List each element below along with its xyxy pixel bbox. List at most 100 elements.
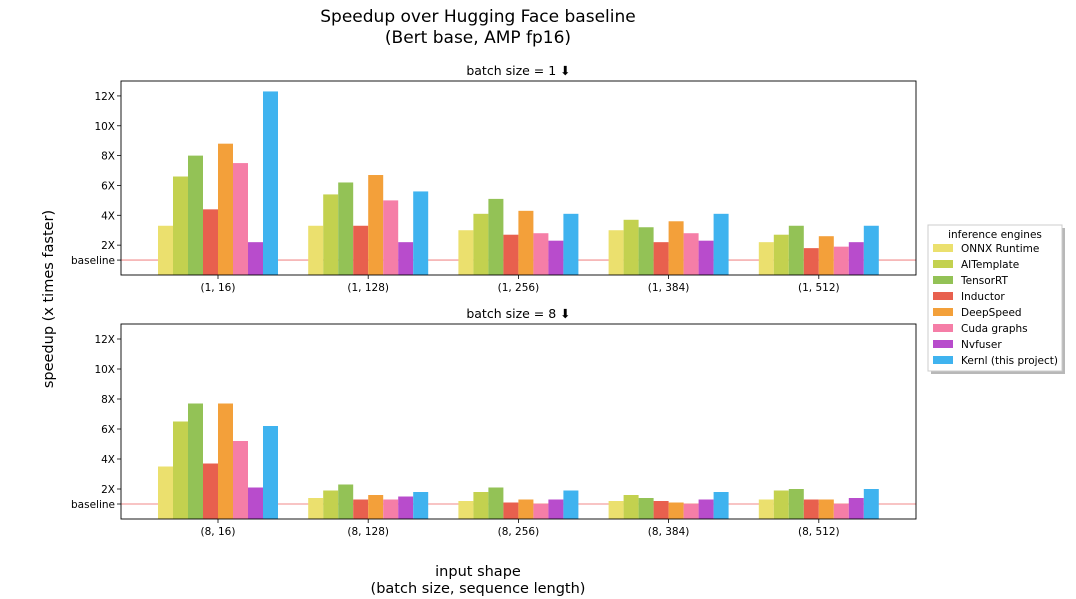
x-tick-label: (8, 384) xyxy=(648,526,690,538)
x-tick-label: (1, 16) xyxy=(201,282,236,294)
bar-cuda-graphs-1 xyxy=(233,163,248,275)
bar-nvfuser-4 xyxy=(698,240,714,275)
figure-title-line2: (Bert base, AMP fp16) xyxy=(385,28,571,48)
bar-kernl-this-project-4 xyxy=(713,213,729,275)
y-tick-label: 4X xyxy=(101,454,115,466)
bar-kernl-this-project-3 xyxy=(563,490,579,519)
x-tick-label: (8, 512) xyxy=(798,526,840,538)
bar-tensorrt-1 xyxy=(188,155,203,275)
x-tick-label: (8, 128) xyxy=(347,526,389,538)
bar-cuda-graphs-2 xyxy=(383,499,399,519)
bar-deepspeed-2 xyxy=(368,495,384,519)
bar-tensorrt-2 xyxy=(338,484,354,519)
bar-aitemplate-1 xyxy=(173,421,188,519)
subplot-title: batch size = 8 ⬇ xyxy=(466,306,570,321)
legend-swatch-aitemplate xyxy=(933,260,953,268)
bar-inductor-4 xyxy=(653,242,669,275)
bar-cuda-graphs-2 xyxy=(383,200,399,275)
x-tick-label: (1, 256) xyxy=(498,282,540,294)
bar-nvfuser-2 xyxy=(398,496,414,519)
bar-aitemplate-5 xyxy=(773,234,789,275)
bar-cuda-graphs-1 xyxy=(233,441,248,519)
bar-tensorrt-5 xyxy=(788,489,804,519)
y-tick-label: 6X xyxy=(101,424,115,436)
legend-swatch-deepspeed xyxy=(933,308,953,316)
bar-kernl-this-project-1 xyxy=(263,91,278,275)
x-tick-label: (1, 512) xyxy=(798,282,840,294)
legend-swatch-onnx-runtime xyxy=(933,244,953,252)
bar-onnx-runtime-3 xyxy=(458,230,474,275)
bar-nvfuser-3 xyxy=(548,499,564,519)
x-tick-label: (8, 16) xyxy=(201,526,236,538)
bar-cuda-graphs-3 xyxy=(533,504,549,519)
legend-label-onnx-runtime: ONNX Runtime xyxy=(961,243,1039,255)
y-tick-label: 12X xyxy=(94,334,115,346)
bar-kernl-this-project-2 xyxy=(413,492,429,519)
bar-inductor-2 xyxy=(353,499,369,519)
legend-entries: ONNX Runtime AITemplate TensorRT Inductor De… xyxy=(933,243,1058,367)
bar-onnx-runtime-4 xyxy=(608,230,624,275)
bar-nvfuser-4 xyxy=(698,499,714,519)
bar-kernl-this-project-2 xyxy=(413,191,429,275)
bar-deepspeed-3 xyxy=(518,499,534,519)
y-tick-label: 2X xyxy=(101,484,115,496)
bar-onnx-runtime-4 xyxy=(608,501,624,519)
bar-nvfuser-1 xyxy=(248,487,263,519)
x-axis-label-line1: input shape xyxy=(435,564,521,580)
bar-onnx-runtime-2 xyxy=(308,498,324,519)
bar-nvfuser-5 xyxy=(848,242,864,275)
bar-nvfuser-3 xyxy=(548,240,564,275)
legend-label-aitemplate: AITemplate xyxy=(961,259,1019,271)
bar-inductor-1 xyxy=(203,463,218,519)
bar-cuda-graphs-5 xyxy=(833,504,849,519)
bar-aitemplate-4 xyxy=(623,219,639,275)
bar-kernl-this-project-1 xyxy=(263,426,278,519)
bar-tensorrt-3 xyxy=(488,198,504,275)
y-tick-label: 2X xyxy=(101,240,115,252)
bar-nvfuser-5 xyxy=(848,498,864,519)
chart-panel-1: (1, 16) (1, 128) (1, 256) (1, 384) (1, 512) 2… xyxy=(71,63,917,294)
bar-onnx-runtime-5 xyxy=(758,499,774,519)
subplot-title: batch size = 1 ⬇ xyxy=(466,63,570,78)
x-tick-label: (8, 256) xyxy=(498,526,540,538)
legend-label-tensorrt: TensorRT xyxy=(960,275,1008,287)
bar-aitemplate-1 xyxy=(173,176,188,275)
bar-aitemplate-4 xyxy=(623,495,639,519)
bar-tensorrt-2 xyxy=(338,182,354,275)
y-tick-label: 8X xyxy=(101,394,115,406)
bar-deepspeed-3 xyxy=(518,210,534,275)
baseline-tick-label: baseline xyxy=(71,499,115,511)
plot-frame xyxy=(120,80,917,276)
bar-tensorrt-1 xyxy=(188,403,203,519)
bar-kernl-this-project-5 xyxy=(863,225,879,275)
bar-inductor-3 xyxy=(503,502,519,519)
bar-deepspeed-4 xyxy=(668,502,684,519)
bar-inductor-3 xyxy=(503,234,519,275)
y-tick-label: 12X xyxy=(94,91,115,103)
bar-tensorrt-4 xyxy=(638,227,654,275)
bar-onnx-runtime-3 xyxy=(458,501,474,519)
bar-deepspeed-5 xyxy=(818,236,834,275)
bar-cuda-graphs-5 xyxy=(833,246,849,275)
legend-swatch-kernl-this-project xyxy=(933,356,953,364)
y-tick-label: 10X xyxy=(94,364,115,376)
bar-deepspeed-1 xyxy=(218,143,233,275)
legend-label-inductor: Inductor xyxy=(961,291,1005,303)
y-axis-label: speedup (x times faster) xyxy=(41,210,57,388)
bar-kernl-this-project-4 xyxy=(713,492,729,519)
chart-panel-2: (8, 16) (8, 128) (8, 256) (8, 384) (8, 512) 2… xyxy=(71,306,917,538)
x-axis-label-line2: (batch size, sequence length) xyxy=(371,581,586,597)
legend-label-nvfuser: Nvfuser xyxy=(961,339,1002,351)
bar-aitemplate-2 xyxy=(323,490,339,519)
figure-title-line1: Speedup over Hugging Face baseline xyxy=(320,7,635,27)
bar-aitemplate-2 xyxy=(323,194,339,275)
y-tick-label: 4X xyxy=(101,210,115,222)
bar-tensorrt-4 xyxy=(638,498,654,519)
bar-tensorrt-5 xyxy=(788,225,804,275)
bar-aitemplate-3 xyxy=(473,492,489,519)
bar-onnx-runtime-2 xyxy=(308,225,324,275)
bar-deepspeed-1 xyxy=(218,403,233,519)
bar-onnx-runtime-1 xyxy=(158,225,173,275)
legend-swatch-inductor xyxy=(933,292,953,300)
bar-deepspeed-2 xyxy=(368,175,384,275)
